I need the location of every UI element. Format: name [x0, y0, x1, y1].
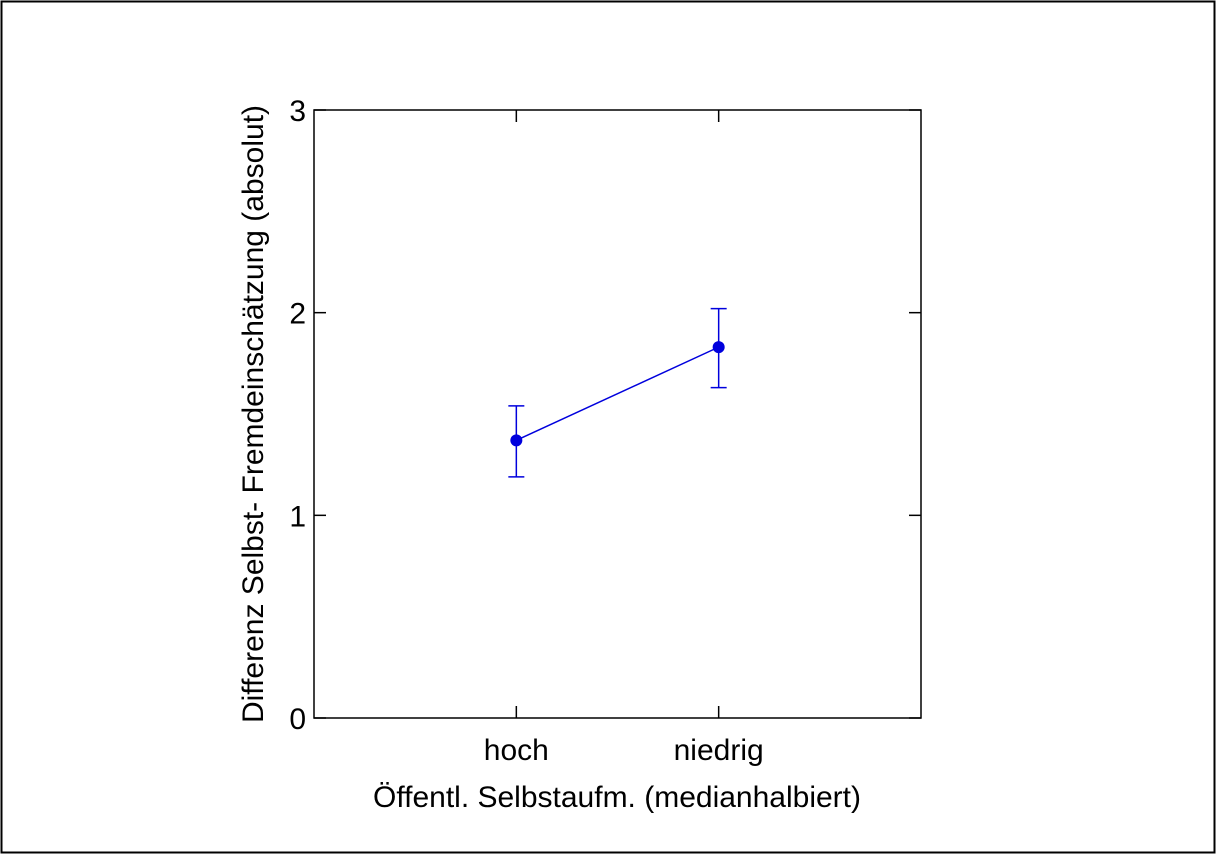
- y-tick-label: 1: [289, 500, 306, 533]
- y-tick-label: 2: [289, 298, 306, 331]
- y-axis-label: Differenz Selbst- Fremdeinschätzung (abs…: [237, 105, 270, 723]
- x-tick-label: hoch: [484, 734, 549, 767]
- data-point: [712, 341, 725, 354]
- y-tick-label: 0: [289, 703, 306, 736]
- y-axis: 0 1 2 3: [289, 95, 921, 736]
- plot-area: [313, 109, 922, 719]
- x-tick-label: niedrig: [674, 734, 764, 767]
- y-tick-label: 3: [289, 95, 306, 128]
- x-axis-label: Öffentl. Selbstaufm. (medianhalbiert): [373, 781, 861, 814]
- data-point: [510, 434, 523, 447]
- series-layer: [508, 307, 727, 478]
- series-line: [516, 346, 719, 442]
- x-axis: hoch niedrig: [484, 110, 764, 767]
